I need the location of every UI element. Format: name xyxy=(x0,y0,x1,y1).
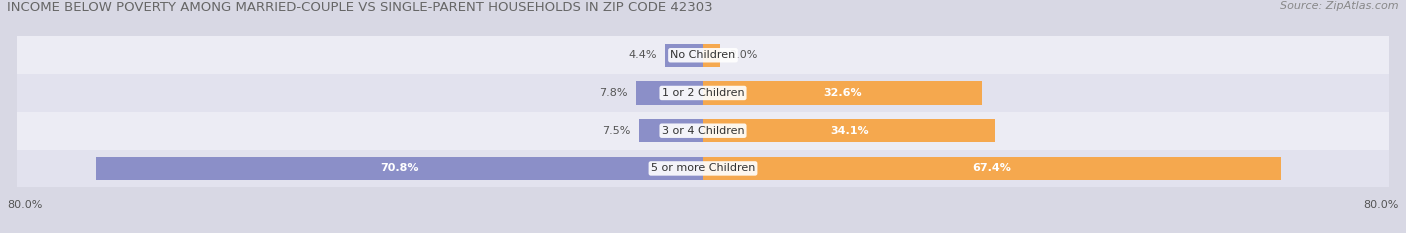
Text: INCOME BELOW POVERTY AMONG MARRIED-COUPLE VS SINGLE-PARENT HOUSEHOLDS IN ZIP COD: INCOME BELOW POVERTY AMONG MARRIED-COUPL… xyxy=(7,1,713,14)
Text: 34.1%: 34.1% xyxy=(830,126,869,136)
Bar xyxy=(96,157,703,180)
Text: No Children: No Children xyxy=(671,50,735,60)
Text: 7.8%: 7.8% xyxy=(599,88,627,98)
Bar xyxy=(636,81,703,105)
Bar xyxy=(703,157,1281,180)
Text: 2.0%: 2.0% xyxy=(728,50,756,60)
Bar xyxy=(17,36,1389,74)
Bar xyxy=(703,119,995,142)
Text: 67.4%: 67.4% xyxy=(973,163,1011,173)
Text: 70.8%: 70.8% xyxy=(380,163,419,173)
Bar xyxy=(703,81,983,105)
Text: 80.0%: 80.0% xyxy=(7,200,42,210)
Text: 4.4%: 4.4% xyxy=(628,50,657,60)
Bar xyxy=(703,44,720,67)
Text: Source: ZipAtlas.com: Source: ZipAtlas.com xyxy=(1281,1,1399,11)
Text: 7.5%: 7.5% xyxy=(602,126,630,136)
Text: 5 or more Children: 5 or more Children xyxy=(651,163,755,173)
Text: 1 or 2 Children: 1 or 2 Children xyxy=(662,88,744,98)
Bar xyxy=(17,150,1389,187)
Text: 3 or 4 Children: 3 or 4 Children xyxy=(662,126,744,136)
Bar xyxy=(17,74,1389,112)
Bar xyxy=(665,44,703,67)
Legend: Married Couples, Single Parents: Married Couples, Single Parents xyxy=(586,231,820,233)
Text: 32.6%: 32.6% xyxy=(824,88,862,98)
Bar xyxy=(638,119,703,142)
Bar xyxy=(17,112,1389,150)
Text: 80.0%: 80.0% xyxy=(1364,200,1399,210)
